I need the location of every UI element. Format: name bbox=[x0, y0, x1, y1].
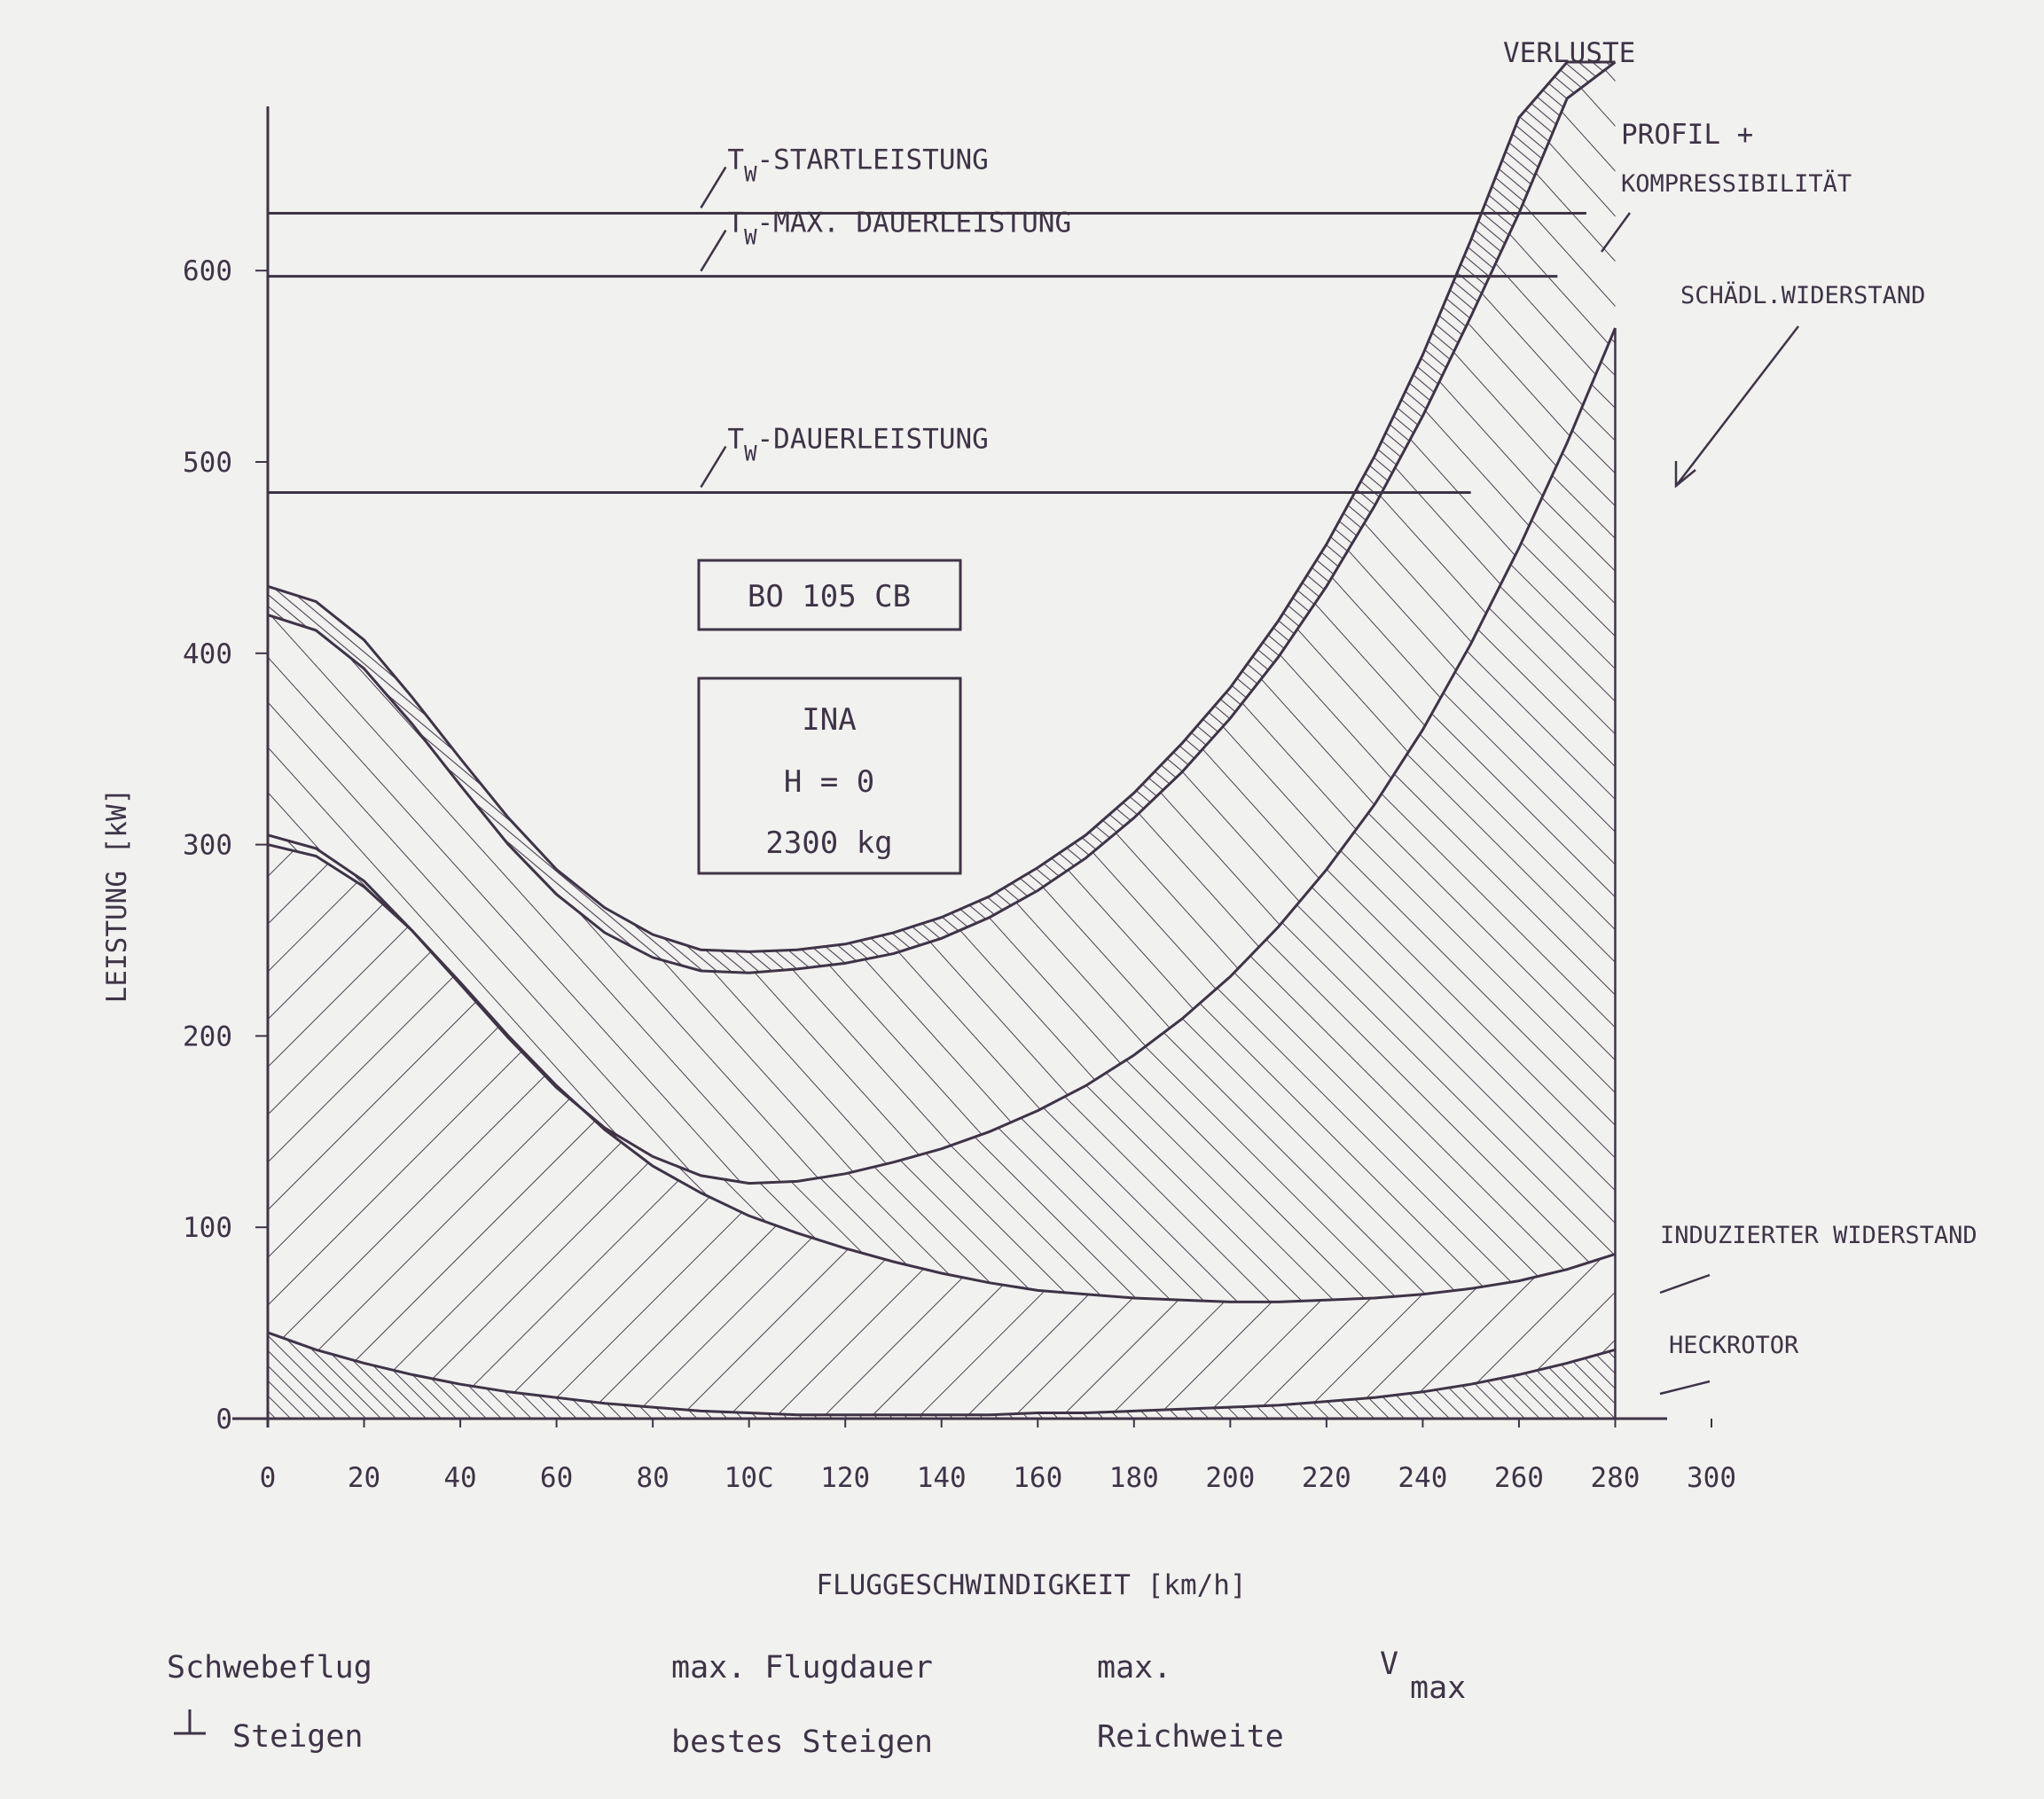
footer-bestes-steigen: bestes Steigen bbox=[671, 1725, 933, 1760]
band-schaedl bbox=[268, 327, 1616, 1302]
ref-startleistung-leader bbox=[700, 166, 727, 209]
y-tick-label: 200 bbox=[183, 1021, 232, 1052]
y-tick-label: 100 bbox=[183, 1212, 232, 1244]
curve-schaedl bbox=[267, 327, 1617, 1185]
curve-verluste bbox=[267, 60, 1616, 953]
y-tick-label: 500 bbox=[183, 447, 232, 479]
arrow-heckrotor bbox=[1659, 1380, 1711, 1396]
x-tick-label: 60 bbox=[540, 1462, 573, 1494]
y-tick-label: 300 bbox=[183, 830, 232, 862]
steigen-symbol-icon bbox=[174, 1709, 206, 1735]
label-profil-1: PROFIL + bbox=[1621, 119, 1753, 151]
ref-max-dauerleistung-leader bbox=[700, 230, 727, 272]
ref-max-dauerleistung-label: TW-MAX. DAUERLEISTUNG bbox=[727, 207, 1071, 250]
band-verluste bbox=[268, 62, 1616, 974]
arrow-induziert bbox=[1659, 1273, 1711, 1294]
ref-dauerleistung-leader bbox=[700, 445, 727, 489]
condition-box bbox=[697, 677, 962, 875]
x-tick-label: 220 bbox=[1302, 1462, 1351, 1494]
condition-line-2: H = 0 bbox=[784, 764, 874, 800]
y-tick-label: 600 bbox=[183, 255, 232, 287]
y-tick-label: 0 bbox=[215, 1404, 232, 1435]
x-tick-label: 180 bbox=[1109, 1462, 1159, 1494]
x-tick-label: 160 bbox=[1013, 1462, 1062, 1494]
band-heckrotor bbox=[268, 1332, 1616, 1419]
label-schaedl: SCHÄDL.WIDERSTAND bbox=[1680, 281, 1925, 309]
x-tick-label: 140 bbox=[917, 1462, 967, 1494]
footer-vmax-sub: max bbox=[1410, 1670, 1466, 1706]
label-induziert: INDUZIERTER WIDERSTAND bbox=[1660, 1222, 1977, 1249]
footer-steigen: Steigen bbox=[232, 1719, 364, 1755]
band-profil bbox=[268, 62, 1616, 1184]
x-tick-label: 0 bbox=[260, 1462, 277, 1494]
x-tick-label: 280 bbox=[1590, 1462, 1640, 1494]
arrow-schaedl bbox=[1675, 325, 1799, 487]
ref-startleistung-label: TW-STARTLEISTUNG bbox=[727, 144, 988, 186]
x-tick-label: 80 bbox=[636, 1462, 669, 1494]
x-tick-label: 20 bbox=[348, 1462, 380, 1494]
x-axis-title: FLUGGESCHWINDIGKEIT [km/h] bbox=[816, 1569, 1246, 1601]
x-tick-label: 40 bbox=[443, 1462, 476, 1494]
y-axis-title: LEISTUNG [kW] bbox=[101, 788, 133, 1004]
curve-profil bbox=[267, 60, 1617, 974]
x-tick-label: 260 bbox=[1494, 1462, 1544, 1494]
curve-heckrotor bbox=[267, 1331, 1616, 1417]
model-label: BO 105 CB bbox=[748, 579, 911, 614]
x-tick-label: 300 bbox=[1687, 1462, 1736, 1494]
x-tick-label: 10C bbox=[724, 1462, 774, 1494]
x-tick-label: 240 bbox=[1398, 1462, 1447, 1494]
arrow-profil bbox=[1600, 212, 1632, 253]
footer-max: max. bbox=[1097, 1650, 1171, 1686]
arrow-schaedl-head bbox=[1674, 461, 1696, 489]
x-tick-label: 120 bbox=[820, 1462, 870, 1494]
label-heckrotor: HECKROTOR bbox=[1669, 1332, 1799, 1359]
condition-line-1: INA bbox=[802, 702, 856, 738]
footer-max-flugdauer: max. Flugdauer bbox=[671, 1650, 933, 1686]
label-verluste: VERLUSTE bbox=[1503, 37, 1635, 69]
ref-dauerleistung-label: TW-DAUERLEISTUNG bbox=[727, 424, 988, 466]
y-tick-label: 400 bbox=[183, 638, 232, 670]
footer-vmax: V bbox=[1380, 1646, 1398, 1682]
label-profil-2: KOMPRESSIBILITÄT bbox=[1621, 169, 1852, 198]
band-induziert bbox=[268, 844, 1616, 1415]
condition-line-3: 2300 kg bbox=[765, 825, 892, 861]
footer-schwebeflug: Schwebeflug bbox=[167, 1650, 372, 1686]
x-tick-label: 200 bbox=[1205, 1462, 1255, 1494]
footer-reichweite: Reichweite bbox=[1097, 1719, 1284, 1755]
model-box bbox=[697, 559, 962, 631]
